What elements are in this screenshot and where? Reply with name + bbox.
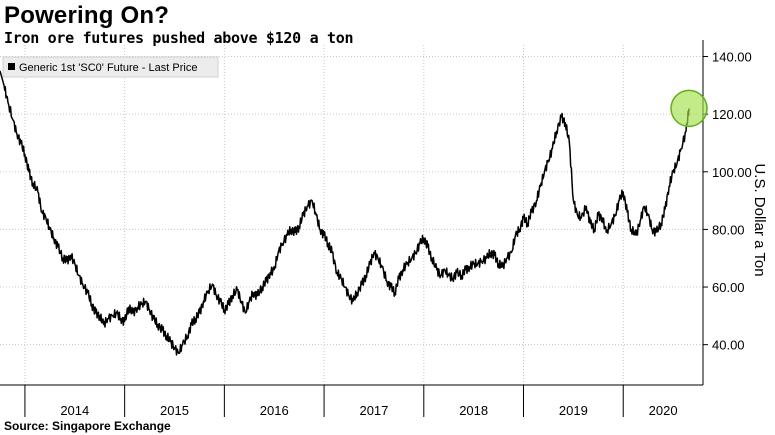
y-tick-label: 100.00 (712, 165, 752, 180)
chart-title: Powering On? (4, 2, 170, 29)
legend: Generic 1st 'SC0' Future - Last Price (2, 56, 219, 78)
y-tick-label: 120.00 (712, 107, 752, 122)
x-tick-label: 2017 (359, 403, 388, 418)
legend-box (2, 56, 219, 78)
legend-label: Generic 1st 'SC0' Future - Last Price (19, 62, 197, 74)
legend-swatch (8, 63, 15, 70)
x-tick-label: 2015 (160, 403, 189, 418)
y-tick-label: 60.00 (712, 280, 745, 295)
line-layer (0, 70, 708, 356)
axis-layer: 40.00 60.00 80.00 100.00 120.00 140.00 2014 201… (0, 40, 752, 418)
x-tick-label: 2019 (559, 403, 588, 418)
x-tick-label: 2020 (649, 403, 678, 418)
chart-subtitle: Iron ore futures pushed above $120 a ton (4, 29, 354, 47)
x-tick-label: 2018 (459, 403, 488, 418)
y-tick-label: 80.00 (712, 222, 745, 237)
x-tick-label: 2016 (260, 403, 289, 418)
y-tick-label: 140.00 (712, 50, 752, 65)
x-tick-label: 2014 (60, 403, 89, 418)
y-axis-label: U.S. Dollar a Ton (751, 163, 768, 276)
price-line (0, 70, 690, 356)
y-tick-label: 40.00 (712, 338, 745, 353)
source-note: Source: Singapore Exchange (4, 419, 171, 433)
latest-price-highlight (670, 89, 708, 128)
